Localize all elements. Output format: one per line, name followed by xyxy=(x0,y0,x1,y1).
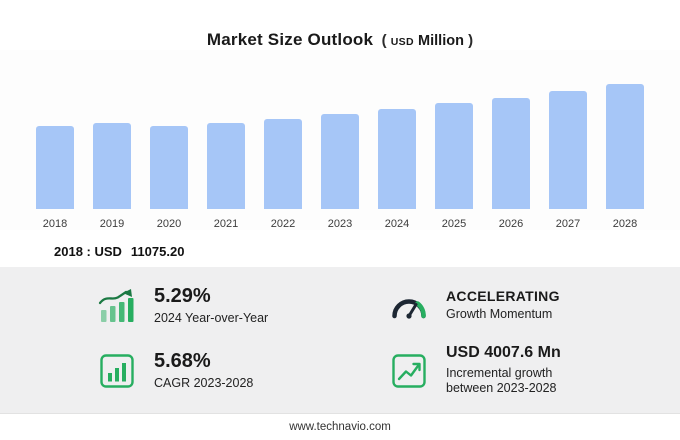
chart-title: Market Size Outlook xyxy=(206,30,374,49)
chart-unit: ( USD Million ) xyxy=(382,32,474,49)
stat-text: ACCELERATING Growth Momentum xyxy=(446,288,560,323)
bar-column: 2020 xyxy=(144,126,194,230)
annotation-value: 11075.20 xyxy=(130,244,185,259)
x-tick-label: 2021 xyxy=(213,218,239,230)
stat-value: ACCELERATING xyxy=(446,288,560,305)
stat-text: 5.29% 2024 Year-over-Year xyxy=(154,285,268,327)
bar-2021 xyxy=(207,123,245,209)
bars-up-arrow-icon xyxy=(96,288,138,323)
x-tick-label: 2025 xyxy=(441,218,467,230)
first-year-value: 2018 : USD 11075.20 xyxy=(54,244,680,259)
stat-label: CAGR 2023-2028 xyxy=(154,375,254,390)
bar-2020 xyxy=(150,126,188,209)
x-tick-label: 2028 xyxy=(612,218,638,230)
bar-2027 xyxy=(549,91,587,209)
stat-yoy-growth: 5.29% 2024 Year-over-Year xyxy=(96,285,388,327)
stats-panel: 5.29% 2024 Year-over-Year ACCELERATING G… xyxy=(0,267,680,413)
stat-text: 5.68% CAGR 2023-2028 xyxy=(154,350,253,392)
stat-cagr: 5.68% CAGR 2023-2028 xyxy=(96,350,388,392)
annotation-label: 2018 : USD xyxy=(54,244,122,259)
stat-label: 2024 Year-over-Year xyxy=(154,310,269,325)
x-tick-label: 2024 xyxy=(384,218,410,230)
x-tick-label: 2023 xyxy=(327,218,353,230)
trend-line-icon xyxy=(388,354,430,388)
stat-text: USD 4007.6 Mn Incremental growth between… xyxy=(446,344,561,397)
x-tick-label: 2022 xyxy=(270,218,296,230)
bar-2025 xyxy=(435,103,473,209)
bar-2026 xyxy=(492,98,530,209)
stat-value: 5.68% xyxy=(154,349,211,372)
bar-column: 2021 xyxy=(201,123,251,230)
bar-chart-growth-icon xyxy=(96,354,138,388)
stat-label-line2: between 2023-2028 xyxy=(446,381,557,396)
bar-column: 2023 xyxy=(315,114,365,230)
stat-incremental-growth: USD 4007.6 Mn Incremental growth between… xyxy=(388,344,656,397)
x-tick-label: 2027 xyxy=(555,218,581,230)
bar-2028 xyxy=(606,84,644,209)
bar-column: 2026 xyxy=(486,98,536,230)
bar-column: 2024 xyxy=(372,109,422,230)
bar-chart: 2018 2019 2020 2021 2022 2023 2024 2025 2026 2027… xyxy=(30,84,650,230)
stat-growth-momentum: ACCELERATING Growth Momentum xyxy=(388,288,656,323)
footer: www.technavio.com xyxy=(0,413,680,440)
bar-2018 xyxy=(36,126,74,209)
bar-2019 xyxy=(93,123,131,209)
website-link[interactable]: www.technavio.com xyxy=(289,421,391,433)
x-tick-label: 2020 xyxy=(156,218,182,230)
gauge-icon xyxy=(388,291,430,321)
unit-currency: USD xyxy=(390,36,414,48)
stat-label: Growth Momentum xyxy=(446,307,553,322)
bar-column: 2027 xyxy=(543,91,593,230)
bar-column: 2022 xyxy=(258,119,308,230)
bar-2023 xyxy=(321,114,359,209)
stat-value: USD 4007.6 Mn xyxy=(446,344,561,362)
stat-label: Incremental growth xyxy=(446,365,553,380)
bar-column: 2028 xyxy=(600,84,650,230)
bar-chart-section: 2018 2019 2020 2021 2022 2023 2024 2025 2026 2027… xyxy=(0,50,680,230)
bar-column: 2018 xyxy=(30,126,80,230)
x-tick-label: 2018 xyxy=(42,218,68,230)
x-tick-label: 2019 xyxy=(99,218,125,230)
bar-2022 xyxy=(264,119,302,209)
unit-label: Million xyxy=(418,33,464,49)
unit-close-paren: ) xyxy=(468,32,474,49)
bar-column: 2025 xyxy=(429,103,479,230)
stat-value: 5.29% xyxy=(154,284,211,307)
chart-header: Market Size Outlook ( USD Million ) xyxy=(0,0,680,50)
x-tick-label: 2026 xyxy=(498,218,524,230)
bar-column: 2019 xyxy=(87,123,137,230)
unit-open-paren: ( xyxy=(381,32,387,49)
bar-2024 xyxy=(378,109,416,209)
